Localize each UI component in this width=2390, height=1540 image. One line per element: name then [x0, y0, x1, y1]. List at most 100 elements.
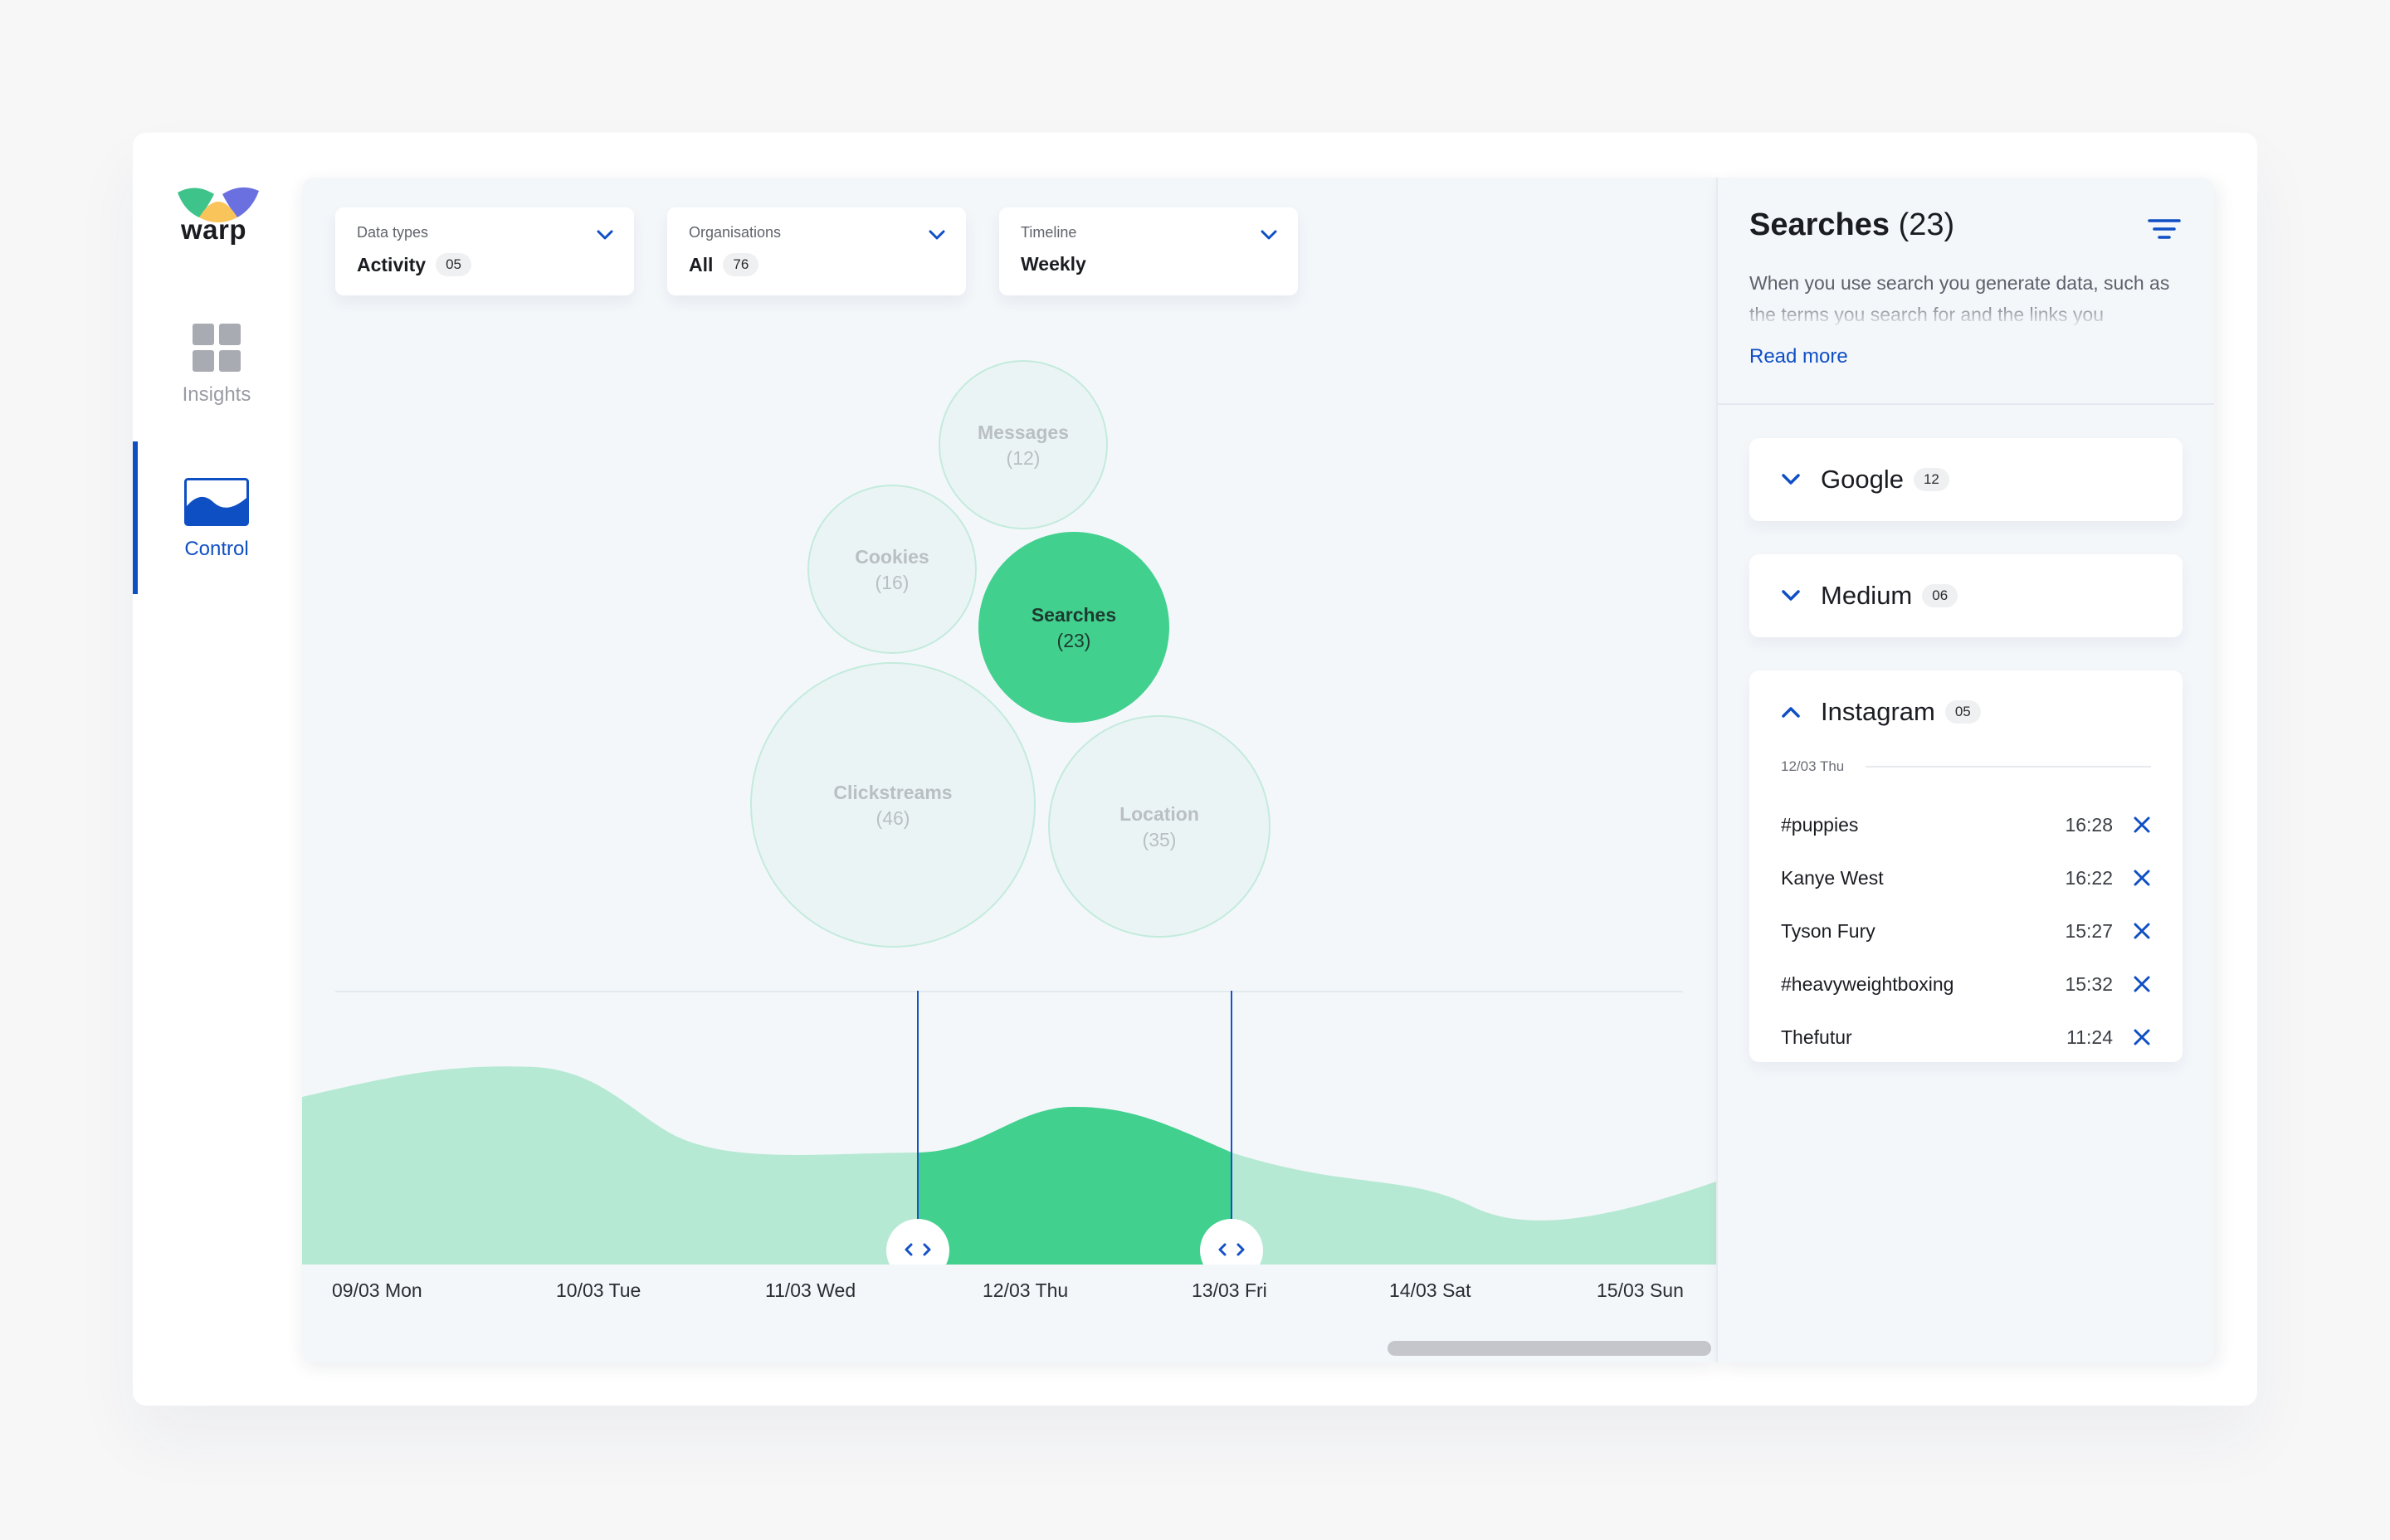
chevron-down-icon — [1782, 590, 1800, 601]
search-term: #puppies — [1781, 813, 1859, 836]
bubble-messages[interactable]: Messages (12) — [939, 360, 1108, 529]
horizontal-scrollbar[interactable] — [1388, 1341, 1711, 1356]
bubble-label: Cookies — [855, 546, 929, 568]
panel-title-text: Searches — [1749, 207, 1890, 242]
search-item: Thefutur 11:24 — [1781, 1021, 2151, 1054]
chevron-down-icon — [929, 230, 945, 240]
close-icon[interactable] — [2133, 816, 2151, 834]
bubble-count: (46) — [876, 807, 910, 829]
accordion-medium[interactable]: Medium 06 — [1749, 554, 2183, 637]
close-icon[interactable] — [2133, 975, 2151, 993]
close-icon[interactable] — [2133, 1028, 2151, 1046]
count-badge: 12 — [1913, 468, 1949, 491]
bubble-chart: Messages (12) Cookies (16) Searches (23)… — [750, 360, 1271, 948]
range-handle-right[interactable] — [1200, 1219, 1263, 1273]
logo-text: warp — [181, 214, 247, 245]
filter-label: Data types — [357, 224, 429, 241]
search-time: 15:32 — [2065, 972, 2113, 995]
chevron-left-right-icon — [905, 1243, 931, 1256]
date-label: 12/03 Thu — [1781, 758, 1845, 774]
nav-label-control: Control — [184, 538, 249, 560]
filter-label: Organisations — [689, 224, 782, 241]
chevron-left-right-icon — [1218, 1243, 1245, 1256]
nav-label-insights: Insights — [182, 383, 251, 406]
day-label[interactable]: 12/03 Thu — [983, 1279, 1069, 1301]
filter-value: All — [689, 253, 714, 275]
panel-divider — [1718, 403, 2214, 405]
search-time: 16:22 — [2065, 866, 2113, 889]
wave-chart-icon — [184, 478, 249, 526]
bubble-location[interactable]: Location (35) — [1048, 715, 1271, 938]
filter-label: Timeline — [1021, 224, 1077, 241]
count-badge: 05 — [1944, 700, 1981, 724]
activity-area-chart[interactable] — [302, 991, 1716, 1273]
search-term: Tyson Fury — [1781, 919, 1875, 942]
chevron-down-icon — [1261, 230, 1277, 240]
nav-item-control[interactable]: Control — [149, 478, 284, 561]
bubble-clickstreams[interactable]: Clickstreams (46) — [750, 662, 1036, 948]
count-badge: 76 — [723, 253, 759, 276]
bubble-count: (35) — [1143, 829, 1177, 850]
bubble-label: Messages — [978, 422, 1069, 443]
nav-active-indicator — [133, 441, 138, 594]
timeline-divider — [335, 991, 1683, 992]
close-icon[interactable] — [2133, 869, 2151, 887]
date-divider — [1866, 766, 2151, 768]
count-badge: 06 — [1922, 584, 1958, 607]
chevron-down-icon — [597, 230, 613, 240]
warp-logo — [178, 187, 259, 222]
filter-organisations[interactable]: Organisations All 76 — [667, 207, 966, 295]
bubble-count: (16) — [876, 572, 910, 593]
bubble-count: (23) — [1057, 630, 1091, 651]
accordion-title: Medium — [1821, 581, 1913, 610]
panel-title-count: (23) — [1898, 207, 1955, 242]
day-label[interactable]: 09/03 Mon — [332, 1279, 422, 1301]
bubble-count: (12) — [1007, 447, 1041, 469]
day-label[interactable]: 14/03 Sat — [1389, 1279, 1471, 1301]
search-term: Thefutur — [1781, 1026, 1852, 1048]
date-group-header: 12/03 Thu — [1781, 757, 2151, 777]
search-time: 15:27 — [2065, 919, 2113, 942]
read-more-link[interactable]: Read more — [1749, 345, 1848, 368]
timeline-day-labels: 09/03 Mon 10/03 Tue 11/03 Wed 12/03 Thu … — [302, 1279, 1716, 1313]
chevron-down-icon — [1782, 474, 1800, 485]
panel-title: Searches (23) — [1749, 207, 1954, 243]
accordion-header[interactable]: Instagram 05 — [1749, 670, 2183, 753]
accordion-google[interactable]: Google 12 — [1749, 438, 2183, 521]
bubble-label: Location — [1119, 803, 1199, 825]
main-panel: Data types Activity 05 Organisations All… — [302, 178, 1716, 1362]
grid-icon — [193, 324, 241, 372]
day-label[interactable]: 11/03 Wed — [765, 1279, 856, 1301]
accordion-title: Google — [1821, 465, 1904, 494]
day-label[interactable]: 15/03 Sun — [1597, 1279, 1684, 1301]
accordion-header[interactable]: Google 12 — [1749, 438, 2183, 521]
chevron-up-icon — [1782, 707, 1800, 718]
bubble-label: Clickstreams — [833, 782, 952, 803]
search-term: Kanye West — [1781, 866, 1884, 889]
accordion-instagram: Instagram 05 12/03 Thu #puppies 16:28 Ka… — [1749, 670, 2183, 1062]
accordion-title: Instagram — [1821, 697, 1935, 726]
search-term: #heavyweightboxing — [1781, 972, 1954, 995]
filter-data-types[interactable]: Data types Activity 05 — [335, 207, 634, 295]
detail-panel: Searches (23) When you use search you ge… — [1716, 178, 2214, 1362]
filter-timeline[interactable]: Timeline Weekly — [999, 207, 1298, 295]
range-handle-left[interactable] — [886, 1219, 949, 1273]
search-item: Tyson Fury 15:27 — [1781, 914, 2151, 948]
filter-icon[interactable] — [2148, 217, 2181, 242]
close-icon[interactable] — [2133, 922, 2151, 940]
day-label[interactable]: 13/03 Fri — [1192, 1279, 1267, 1301]
search-time: 16:28 — [2065, 813, 2113, 836]
panel-description: When you use search you generate data, s… — [1749, 272, 2170, 325]
filter-value: Activity — [357, 253, 427, 275]
nav-item-insights[interactable]: Insights — [149, 324, 284, 407]
search-item: #heavyweightboxing 15:32 — [1781, 967, 2151, 1001]
bubble-cookies[interactable]: Cookies (16) — [807, 485, 977, 654]
search-item: Kanye West 16:22 — [1781, 861, 2151, 894]
accordion-header[interactable]: Medium 06 — [1749, 554, 2183, 637]
selected-range-area — [918, 1107, 1232, 1265]
bubble-searches[interactable]: Searches (23) — [978, 532, 1169, 723]
day-label[interactable]: 10/03 Tue — [556, 1279, 641, 1301]
search-time: 11:24 — [2066, 1026, 2113, 1048]
filter-value: Weekly — [1021, 253, 1086, 275]
count-badge: 05 — [436, 253, 472, 276]
